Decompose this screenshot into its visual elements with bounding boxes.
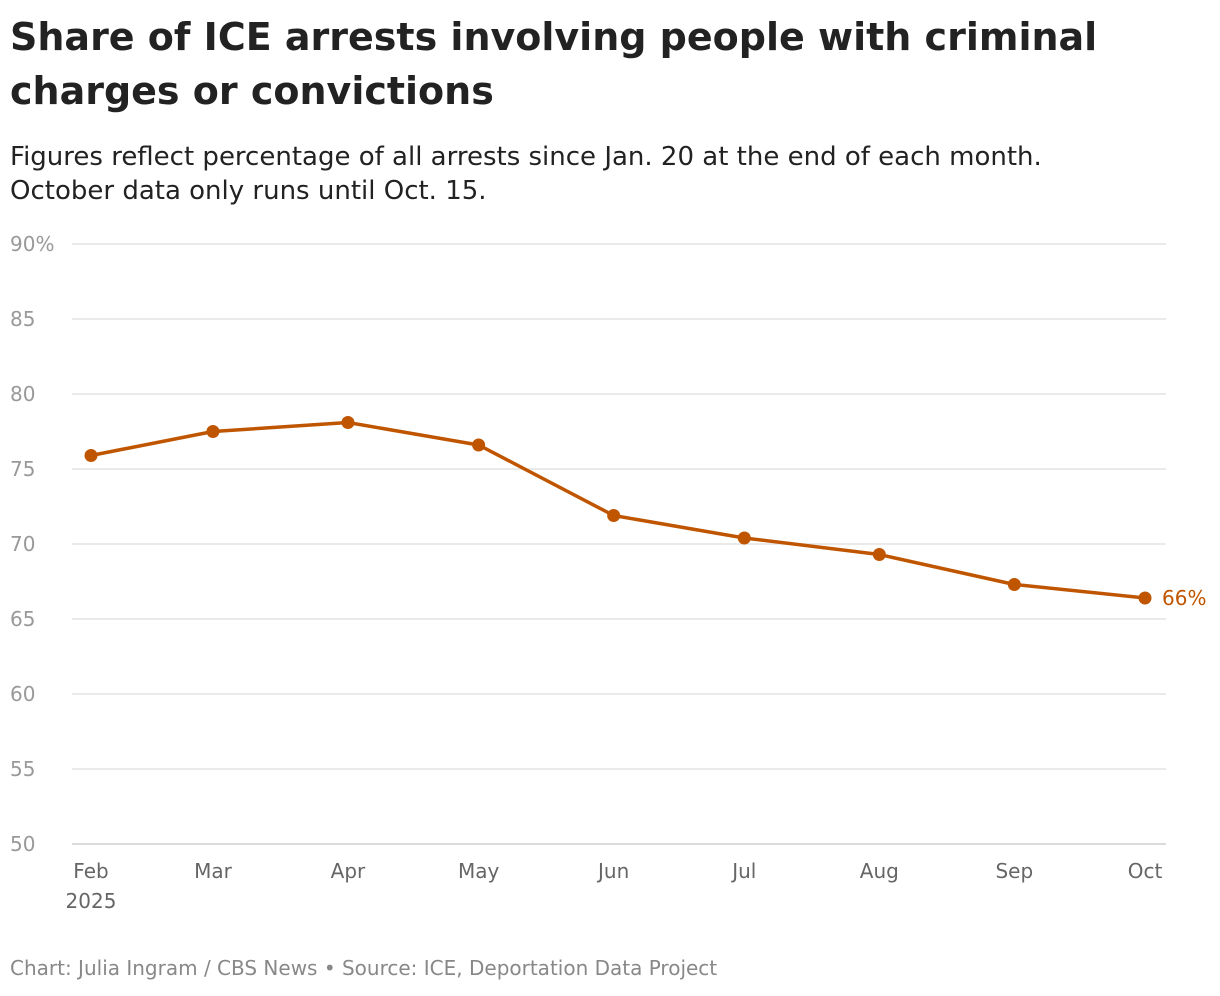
- data-point: [872, 548, 886, 561]
- data-point: [206, 425, 220, 438]
- data-point: [1007, 578, 1021, 591]
- data-point: [607, 509, 621, 522]
- chart-title: Share of ICE arrests involving people wi…: [10, 15, 1098, 113]
- data-point: [84, 449, 98, 462]
- y-tick-label: 90%: [10, 232, 54, 256]
- x-tick-label: Feb: [73, 859, 108, 883]
- chart-footer: Chart: Julia Ingram / CBS News • Source:…: [10, 956, 718, 980]
- y-tick-label: 60: [10, 682, 35, 706]
- subtitle-line: Figures reflect percentage of all arrest…: [10, 142, 1042, 172]
- data-point: [472, 438, 486, 452]
- x-tick-label: Sep: [995, 859, 1033, 883]
- x-tick-label: Aug: [860, 859, 899, 883]
- x-tick-label: Apr: [331, 859, 366, 883]
- chart-subtitle: Figures reflect percentage of all arrest…: [10, 140, 1210, 208]
- x-tick-label: May: [458, 859, 500, 883]
- series-line: [90, 420, 1146, 600]
- data-point: [341, 416, 355, 429]
- y-tick-label: 70: [10, 532, 35, 556]
- y-tick-label: 85: [10, 307, 35, 331]
- y-tick-label: 50: [10, 832, 35, 856]
- data-point: [1138, 591, 1152, 605]
- y-tick-label: 55: [10, 757, 35, 781]
- y-tick-label: 65: [10, 607, 35, 631]
- x-tick-label: Oct: [1128, 859, 1163, 883]
- x-tick-label: Jun: [596, 859, 629, 883]
- y-tick-label: 75: [10, 457, 35, 481]
- x-tick-label: Jul: [730, 859, 756, 883]
- subtitle-line: October data only runs until Oct. 15.: [10, 176, 487, 206]
- y-tick-label: 80: [10, 382, 35, 406]
- data-point: [737, 531, 751, 545]
- x-tick-label: Mar: [194, 859, 233, 883]
- end-value-label: 66%: [1162, 586, 1206, 610]
- x-tick-year: 2025: [66, 889, 117, 913]
